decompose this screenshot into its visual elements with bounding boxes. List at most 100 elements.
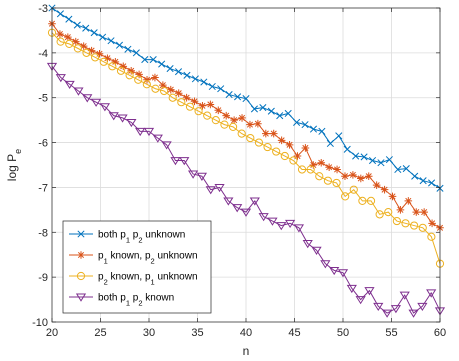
data-point-triangle (320, 260, 331, 269)
data-point-triangle (126, 118, 137, 128)
data-point-asterisk (119, 62, 128, 71)
legend-label-part: 2 (138, 235, 142, 244)
data-point-circle (99, 57, 108, 66)
x-tick-label: 30 (143, 327, 155, 339)
data-point-cross (276, 112, 284, 120)
legend-label-part: 2 (138, 298, 142, 307)
data-point-circle (375, 210, 384, 219)
data-point-asterisk (380, 185, 389, 194)
data-point-asterisk (269, 129, 278, 138)
data-point-circle (73, 44, 82, 53)
legend-item: p1 known, p2 unknown (69, 251, 198, 266)
data-point-circle (384, 208, 393, 217)
data-point-cross (99, 33, 107, 41)
data-point-triangle (364, 287, 375, 296)
data-point-cross (208, 82, 216, 91)
data-point-circle (159, 86, 169, 96)
y-axis-label-main: log P (5, 154, 19, 181)
legend-label: both p1 p2 known (98, 293, 174, 308)
data-point-asterisk (143, 75, 151, 84)
data-point-triangle (64, 80, 75, 89)
data-point-circle (401, 219, 410, 228)
data-point-cross (309, 125, 318, 133)
data-point-asterisk (135, 70, 143, 79)
legend-label-part: 1 (126, 235, 130, 244)
y-tick-label: -5 (38, 93, 48, 105)
data-point-asterisk (230, 116, 238, 124)
data-point-circle (237, 129, 246, 138)
data-point-asterisk (428, 219, 436, 228)
data-point-circle (65, 39, 74, 48)
data-point-cross (141, 56, 149, 64)
data-point-cross (77, 230, 85, 238)
data-point-triangle (373, 302, 384, 312)
data-point-asterisk (103, 54, 112, 63)
data-point-cross (191, 75, 199, 83)
data-point-cross (132, 49, 140, 57)
legend-label-part: both p (98, 293, 126, 304)
data-point-circle (177, 98, 186, 107)
data-point-circle (91, 53, 100, 62)
y-tick-label: -3 (38, 3, 48, 15)
y-axis-label-subscript: e (13, 149, 23, 154)
data-point-cross (318, 127, 326, 135)
y-tick-label: -7 (38, 182, 48, 194)
data-point-circle (116, 66, 126, 75)
data-point-asterisk (174, 89, 183, 98)
data-point-asterisk (341, 172, 349, 181)
legend-label: p1 known, p2 unknown (98, 251, 198, 266)
legend-label: p2 known, p1 unknown (98, 272, 198, 287)
data-point-triangle (267, 217, 278, 226)
data-point-cross (158, 60, 166, 68)
data-point-triangle (337, 269, 349, 278)
data-point-asterisk (317, 158, 326, 167)
data-point-triangle (408, 309, 419, 318)
y-tick-label: -8 (38, 227, 48, 239)
data-point-asterisk (325, 163, 333, 172)
y-tick-label: -6 (38, 138, 48, 150)
data-point-circle (108, 62, 117, 71)
legend-label-part: p (98, 251, 104, 262)
data-point-asterisk (214, 106, 223, 115)
data-point-cross (107, 37, 115, 45)
data-point-triangle (55, 74, 66, 83)
legend-label-part: known, p (108, 272, 151, 283)
data-point-asterisk (246, 120, 254, 129)
data-point-cross (267, 107, 275, 115)
data-point-cross (377, 159, 385, 167)
data-point-cross (352, 152, 360, 160)
data-point-triangle (223, 197, 234, 206)
x-tick-label: 55 (385, 327, 397, 339)
data-point-asterisk (182, 93, 191, 102)
tick-labels: 20 25 30 35 40 45 50 55 60 -3 -4 -5 -6 -7 -8 -9 -10 (32, 3, 446, 339)
data-point-asterisk (420, 208, 428, 216)
data-point-circle (418, 223, 427, 232)
legend-label: both p1 p2 unknown (98, 230, 185, 245)
x-tick-label: 40 (240, 327, 252, 339)
data-point-asterisk (151, 73, 159, 82)
data-point-triangle (73, 87, 84, 96)
data-point-asterisk (301, 144, 310, 152)
data-point-triangle (152, 134, 163, 143)
x-tick-label: 25 (94, 327, 106, 339)
legend-label-part: known (143, 293, 175, 304)
legend-item: both p1 p2 unknown (69, 230, 185, 245)
data-point-cross (166, 65, 174, 73)
data-point-triangle (90, 98, 102, 107)
data-point-circle (341, 192, 350, 201)
data-point-asterisk (364, 172, 373, 181)
data-point-circle (272, 147, 281, 156)
x-tick-label: 50 (337, 327, 349, 339)
data-point-triangle (179, 157, 190, 166)
data-point-circle (366, 196, 376, 205)
data-point-circle (297, 165, 307, 174)
data-point-circle (185, 102, 195, 111)
x-tick-label: 20 (46, 327, 58, 339)
data-point-triangle (232, 204, 243, 213)
data-point-triangle (99, 103, 111, 112)
data-point-cross (326, 139, 334, 148)
data-point-circle (211, 116, 220, 125)
data-point-cross (394, 165, 402, 174)
data-point-asterisk (127, 67, 135, 75)
